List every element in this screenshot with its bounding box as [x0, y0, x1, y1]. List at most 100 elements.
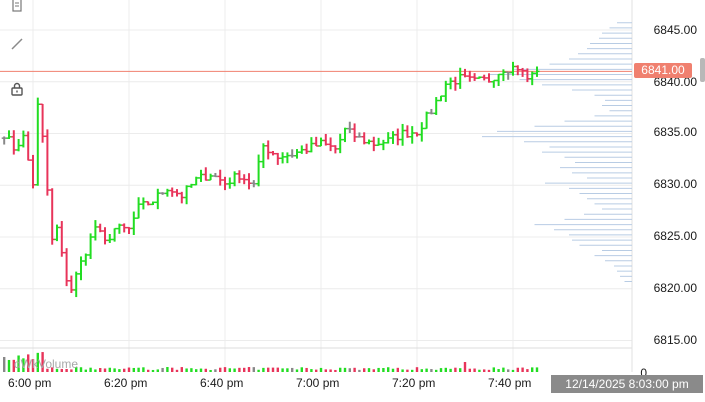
volume-bar — [468, 368, 471, 372]
volume-bar — [190, 368, 193, 372]
volume-bar — [358, 369, 361, 372]
volume-bar — [363, 368, 366, 372]
volume-bar — [339, 367, 342, 372]
volume-bar — [319, 367, 323, 372]
volume-bar — [41, 352, 44, 372]
volume-bar — [238, 367, 241, 372]
volume-bar — [310, 369, 313, 372]
volume-bar — [449, 368, 452, 372]
volume-bar — [51, 367, 54, 372]
volume-bar — [3, 357, 6, 372]
volume-bar — [228, 368, 231, 372]
volume-bar — [94, 369, 97, 372]
volume-bar — [382, 368, 385, 372]
time-tick-label: 7:40 pm — [488, 376, 532, 390]
crosshair-time-label: 12/14/2025 8:03:00 pm — [551, 375, 703, 393]
volume-bar — [65, 368, 68, 372]
lock-icon[interactable] — [5, 78, 29, 100]
time-tick-label: 6:40 pm — [200, 376, 244, 390]
volume-bar — [223, 367, 227, 372]
volume-bar — [132, 367, 135, 372]
volume-bar — [454, 367, 457, 372]
volume-bar — [103, 368, 107, 372]
volume-bar — [487, 369, 491, 372]
volume-bar — [526, 369, 529, 372]
price-tick-label: 6815.00 — [653, 333, 697, 347]
volume-bar — [473, 368, 476, 372]
volume-bar — [219, 367, 222, 372]
volume-bar — [411, 369, 414, 372]
volume-bar — [511, 369, 515, 372]
pencil-icon[interactable] — [5, 33, 29, 55]
volume-bar — [516, 367, 519, 372]
volume-bar — [22, 358, 25, 372]
volume-bar — [507, 369, 510, 372]
price-tick-label: 6840.00 — [653, 75, 697, 89]
volume-bar — [372, 369, 375, 372]
volume-bar — [300, 367, 303, 372]
volume-bar — [353, 367, 356, 372]
volume-bar — [406, 369, 409, 372]
price-tick-label: 6835.00 — [653, 125, 697, 139]
volume-bar — [252, 367, 255, 372]
volume-bar — [12, 359, 15, 372]
volume-bar — [305, 367, 308, 372]
volume-bar — [478, 369, 481, 372]
volume-bar — [199, 368, 203, 372]
volume-bar — [214, 369, 217, 372]
volume-bar — [521, 367, 524, 372]
volume-bar — [60, 368, 63, 372]
volume-bar — [295, 369, 299, 372]
price-tick-label: 6825.00 — [653, 229, 697, 243]
volume-bar — [17, 355, 20, 372]
volume-bar — [463, 362, 467, 372]
volume-bar — [435, 369, 438, 372]
time-tick-label: 6:00 pm — [8, 376, 52, 390]
volume-tick-label: 0 — [640, 366, 647, 380]
volume-bar — [425, 368, 428, 372]
volume-bar — [89, 367, 92, 372]
volume-bar — [483, 369, 486, 372]
volume-bar — [151, 369, 155, 372]
volume-bar — [497, 369, 500, 372]
note-icon[interactable] — [5, 0, 29, 16]
volume-bar — [257, 369, 260, 372]
volume-bar — [36, 352, 39, 372]
volume-bar — [171, 367, 174, 372]
volume-bar — [367, 368, 371, 372]
price-scale-handle[interactable] — [700, 58, 705, 82]
volume-bar — [55, 368, 59, 372]
volume-bar — [247, 367, 251, 372]
volume-bar — [118, 369, 121, 372]
volume-bar — [123, 368, 126, 372]
volume-bar — [430, 369, 433, 372]
volume-bar — [286, 368, 289, 372]
time-tick-label: 7:00 pm — [296, 376, 340, 390]
volume-bar — [195, 369, 198, 372]
volume-bar — [271, 367, 275, 372]
volume-bar — [334, 369, 337, 372]
volume-bar — [156, 369, 159, 372]
volume-bar — [492, 367, 495, 372]
volume-bar — [185, 368, 188, 372]
volume-bar — [142, 367, 145, 372]
volume-bar — [99, 368, 102, 372]
volume-bar — [324, 369, 327, 372]
volume-bar — [108, 367, 111, 372]
volume-bar — [180, 367, 183, 372]
volume-bar — [439, 368, 443, 372]
volume-bar — [276, 367, 279, 372]
volume-bar — [204, 368, 207, 372]
volume-bar — [31, 359, 35, 372]
volume-panel-label: dWkVolume — [14, 357, 79, 371]
volume-bar — [262, 367, 265, 372]
volume-bar — [166, 367, 169, 372]
volume-bar — [27, 354, 30, 372]
volume-bar — [444, 367, 447, 372]
volume-bar — [161, 367, 164, 372]
volume-bar — [209, 369, 212, 372]
price-tick-label: 6820.00 — [653, 281, 697, 295]
time-tick-label: 7:20 pm — [392, 376, 436, 390]
volume-bar — [281, 368, 284, 372]
